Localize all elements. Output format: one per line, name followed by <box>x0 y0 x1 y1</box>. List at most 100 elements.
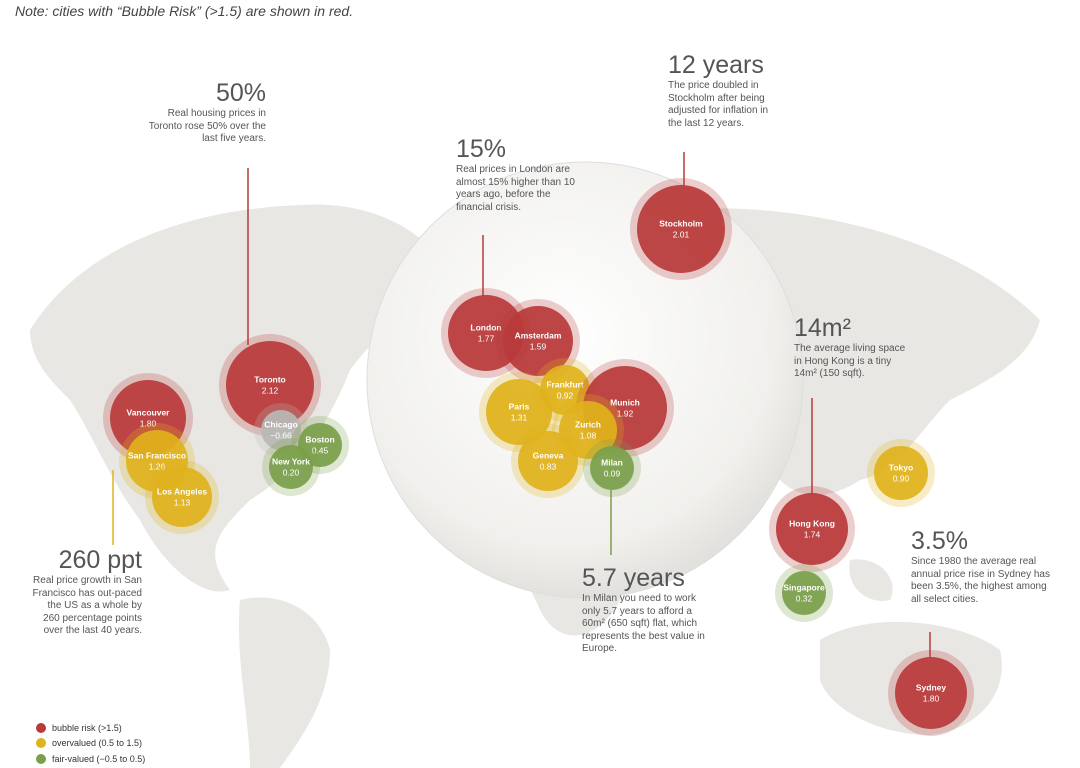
bubble <box>637 185 725 273</box>
city-value: 1.08 <box>580 430 597 440</box>
city-name: London <box>470 322 501 332</box>
city-value: 1.13 <box>174 497 191 507</box>
city-name: Milan <box>601 457 623 467</box>
city-name: Boston <box>305 434 334 444</box>
bubble <box>226 341 314 429</box>
city-value: 1.59 <box>530 341 547 351</box>
city-name: Zurich <box>575 419 601 429</box>
city-value: 2.01 <box>673 229 690 239</box>
city-name: Los Angeles <box>157 486 207 496</box>
legend-swatch <box>36 753 46 764</box>
annotation-text: The price doubled in Stockholm after bei… <box>668 80 769 129</box>
city-bubble: Chicago−0.66 <box>254 403 308 457</box>
bubble <box>540 365 590 415</box>
city-value: 0.09 <box>604 468 621 478</box>
city-value: −0.66 <box>270 430 292 440</box>
leader-lines <box>112 152 931 658</box>
annotation: 14m² The average living space in Hong Ko… <box>794 313 912 381</box>
city-name: Singapore <box>783 582 825 592</box>
city-value: 0.83 <box>540 461 557 471</box>
city-value: 1.77 <box>478 333 495 343</box>
city-name: Hong Kong <box>789 518 835 528</box>
bubble <box>776 493 848 565</box>
city-name: Stockholm <box>659 218 703 228</box>
bubble <box>261 410 301 450</box>
bubble <box>590 446 634 490</box>
annotation: 50% Real housing prices in Toronto rose … <box>140 78 266 146</box>
legend-swatch <box>36 722 46 733</box>
city-name: Sydney <box>916 682 947 692</box>
city-value: 0.90 <box>893 473 910 483</box>
city-name: Vancouver <box>127 407 171 417</box>
bubble <box>518 431 578 491</box>
city-value: 1.92 <box>617 408 634 418</box>
legend: bubble risk (>1.5) overvalued (0.5 to 1.5… <box>36 720 145 767</box>
city-name: Toronto <box>254 374 285 384</box>
city-name: Paris <box>509 401 530 411</box>
city-value: 0.92 <box>557 390 574 400</box>
annotation: 5.7 years In Milan you need to work only… <box>582 563 717 656</box>
legend-item: bubble risk (>1.5) <box>36 720 145 736</box>
legend-item: fair-valued (−0.5 to 0.5) <box>36 751 145 767</box>
legend-item: overvalued (0.5 to 1.5) <box>36 736 145 752</box>
annotation: 15% Real prices in London are almost 15%… <box>456 134 581 214</box>
bubble <box>895 657 967 729</box>
note: Note: cities with “Bubble Risk” (>1.5) a… <box>15 3 354 19</box>
city-value: 1.31 <box>511 412 528 422</box>
bubble <box>503 306 573 376</box>
city-value: 0.20 <box>283 467 300 477</box>
headline: 260 ppt <box>58 546 142 574</box>
bubble <box>874 446 928 500</box>
annotation-text: The average living space in Hong Kong is… <box>794 343 906 379</box>
city-value: 1.74 <box>804 529 821 539</box>
annotation-text: Real housing prices in Toronto rose 50% … <box>148 108 266 144</box>
annotation: 12 years The price doubled in Stockholm … <box>668 50 780 130</box>
city-value: 1.80 <box>140 418 157 428</box>
city-name: Chicago <box>264 419 298 429</box>
city-name: Amsterdam <box>515 330 562 340</box>
city-value: 1.26 <box>149 461 166 471</box>
legend-label: overvalued (0.5 to 1.5) <box>52 738 143 749</box>
headline: 3.5% <box>911 527 968 555</box>
headline: 5.7 years <box>582 564 685 592</box>
annotation-text: Since 1980 the average real annual price… <box>911 556 1050 605</box>
headline: 15% <box>456 135 507 163</box>
city-value: 1.80 <box>923 693 940 703</box>
city-name: Tokyo <box>889 462 913 472</box>
legend-label: bubble risk (>1.5) <box>52 722 122 733</box>
headline: 50% <box>215 79 266 107</box>
bubble <box>269 445 313 489</box>
city-name: San Francisco <box>128 450 186 460</box>
annotation-text: In Milan you need to work only 5.7 years… <box>582 593 705 654</box>
headline: 14m² <box>794 314 851 342</box>
city-value: 0.45 <box>312 445 329 455</box>
city-value: 2.12 <box>262 385 279 395</box>
bubble <box>152 467 212 527</box>
bubble <box>782 571 826 615</box>
headline: 12 years <box>668 51 764 79</box>
annotation: 3.5% Since 1980 the average real annual … <box>911 526 1053 606</box>
city-name: New York <box>272 456 310 466</box>
bubble <box>559 401 617 459</box>
bubble <box>486 379 552 445</box>
annotation-text: Real prices in London are almost 15% hig… <box>456 164 575 213</box>
annotation-text: Real price growth in San Francisco has o… <box>32 575 142 636</box>
city-name: Frankfurt <box>546 379 583 389</box>
city-name: Munich <box>610 397 640 407</box>
city-value: 0.32 <box>796 593 813 603</box>
